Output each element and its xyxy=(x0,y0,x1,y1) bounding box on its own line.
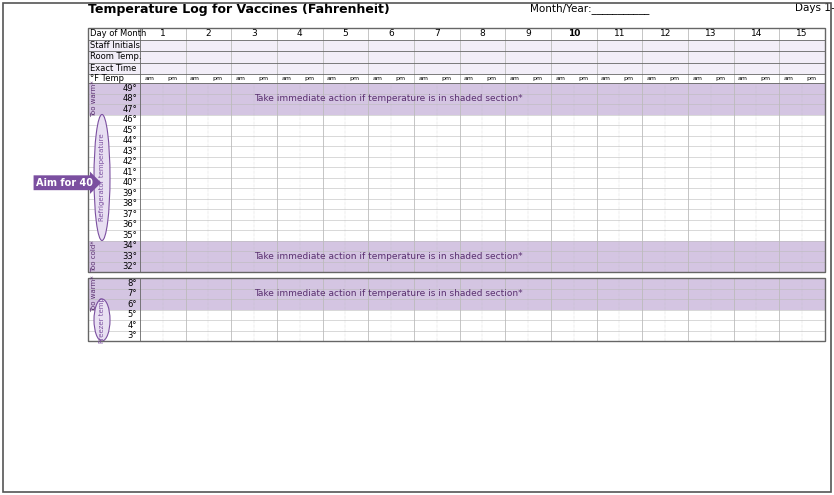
Bar xyxy=(88,51,825,62)
Text: pm: pm xyxy=(669,76,680,81)
Text: Month/Year:___________: Month/Year:___________ xyxy=(530,3,650,14)
Text: 32°: 32° xyxy=(123,262,137,271)
Text: am: am xyxy=(418,76,428,81)
Text: Staff Initials: Staff Initials xyxy=(90,41,140,50)
Text: am: am xyxy=(646,76,656,81)
Text: Temperature Log for Vaccines (Fahrenheit): Temperature Log for Vaccines (Fahrenheit… xyxy=(88,3,389,16)
Text: pm: pm xyxy=(806,76,816,81)
Text: 14: 14 xyxy=(751,29,762,38)
Ellipse shape xyxy=(94,114,110,241)
Text: pm: pm xyxy=(761,76,771,81)
Text: 4: 4 xyxy=(297,29,303,38)
Text: am: am xyxy=(144,76,154,81)
Text: Aim for 40: Aim for 40 xyxy=(36,178,93,188)
Text: am: am xyxy=(555,76,565,81)
Text: pm: pm xyxy=(486,76,497,81)
Text: °F Temp: °F Temp xyxy=(90,74,124,83)
Text: 12: 12 xyxy=(660,29,671,38)
Text: 40°: 40° xyxy=(123,178,137,187)
Bar xyxy=(88,83,825,114)
Text: 33°: 33° xyxy=(122,252,137,261)
Text: 36°: 36° xyxy=(122,220,137,229)
Text: 9: 9 xyxy=(525,29,531,38)
Text: am: am xyxy=(510,76,520,81)
Text: 42°: 42° xyxy=(123,157,137,166)
Text: Freezer temp: Freezer temp xyxy=(99,297,105,343)
Text: 41°: 41° xyxy=(123,168,137,177)
Text: 4°: 4° xyxy=(128,321,137,330)
Text: pm: pm xyxy=(441,76,451,81)
Text: 35°: 35° xyxy=(123,231,137,240)
Text: Days 1–15: Days 1–15 xyxy=(795,3,834,13)
Text: am: am xyxy=(738,76,748,81)
Bar xyxy=(88,40,825,51)
Text: pm: pm xyxy=(349,76,359,81)
Bar xyxy=(88,241,825,272)
Text: 3°: 3° xyxy=(128,331,137,340)
Text: pm: pm xyxy=(213,76,223,81)
Text: 43°: 43° xyxy=(123,147,137,156)
Text: Room Temp.: Room Temp. xyxy=(90,52,142,61)
Text: 44°: 44° xyxy=(123,136,137,145)
Text: am: am xyxy=(692,76,702,81)
Text: 3: 3 xyxy=(251,29,257,38)
Text: pm: pm xyxy=(624,76,634,81)
Text: am: am xyxy=(281,76,291,81)
Text: am: am xyxy=(190,76,200,81)
Text: 39°: 39° xyxy=(123,189,137,198)
Text: Take immediate action if temperature is in shaded section*: Take immediate action if temperature is … xyxy=(254,94,523,103)
Text: am: am xyxy=(373,76,383,81)
Text: Take immediate action if temperature is in shaded section*: Take immediate action if temperature is … xyxy=(254,289,523,298)
Text: am: am xyxy=(464,76,474,81)
Text: 38°: 38° xyxy=(122,199,137,208)
Text: pm: pm xyxy=(532,76,542,81)
Bar xyxy=(88,278,825,309)
Text: 49°: 49° xyxy=(123,84,137,93)
Text: am: am xyxy=(235,76,245,81)
Text: pm: pm xyxy=(259,76,269,81)
Bar xyxy=(88,62,825,74)
Ellipse shape xyxy=(94,299,110,341)
Text: 48°: 48° xyxy=(123,94,137,103)
Text: Refrigerator temperature: Refrigerator temperature xyxy=(99,134,105,221)
Text: 10: 10 xyxy=(568,29,580,38)
Text: pm: pm xyxy=(167,76,177,81)
Text: pm: pm xyxy=(715,76,725,81)
Text: 34°: 34° xyxy=(123,241,137,250)
Text: Too warm*: Too warm* xyxy=(91,275,97,312)
Text: am: am xyxy=(600,76,610,81)
Text: 47°: 47° xyxy=(123,105,137,114)
Text: 46°: 46° xyxy=(123,115,137,124)
Text: Too warm*: Too warm* xyxy=(91,80,97,117)
Text: Day of Month: Day of Month xyxy=(90,29,147,38)
Text: am: am xyxy=(783,76,793,81)
Text: 5: 5 xyxy=(343,29,349,38)
Text: Too cold*: Too cold* xyxy=(91,241,97,272)
Bar xyxy=(88,278,825,341)
Text: 1: 1 xyxy=(160,29,166,38)
Text: 7°: 7° xyxy=(128,289,137,298)
Text: pm: pm xyxy=(578,76,588,81)
Text: 7: 7 xyxy=(434,29,440,38)
Text: Take immediate action if temperature is in shaded section*: Take immediate action if temperature is … xyxy=(254,252,523,261)
Text: 6: 6 xyxy=(389,29,394,38)
Text: 6°: 6° xyxy=(128,300,137,309)
Text: am: am xyxy=(327,76,337,81)
Bar xyxy=(88,28,825,272)
Text: 8: 8 xyxy=(480,29,485,38)
Text: 8°: 8° xyxy=(128,279,137,288)
Text: 13: 13 xyxy=(705,29,716,38)
Text: 37°: 37° xyxy=(122,210,137,219)
Text: Exact Time: Exact Time xyxy=(90,64,137,73)
Text: pm: pm xyxy=(395,76,405,81)
Text: 5°: 5° xyxy=(128,310,137,319)
Text: 45°: 45° xyxy=(123,126,137,135)
Text: 15: 15 xyxy=(796,29,808,38)
Text: 11: 11 xyxy=(614,29,626,38)
Text: 2: 2 xyxy=(206,29,211,38)
Text: pm: pm xyxy=(304,76,314,81)
